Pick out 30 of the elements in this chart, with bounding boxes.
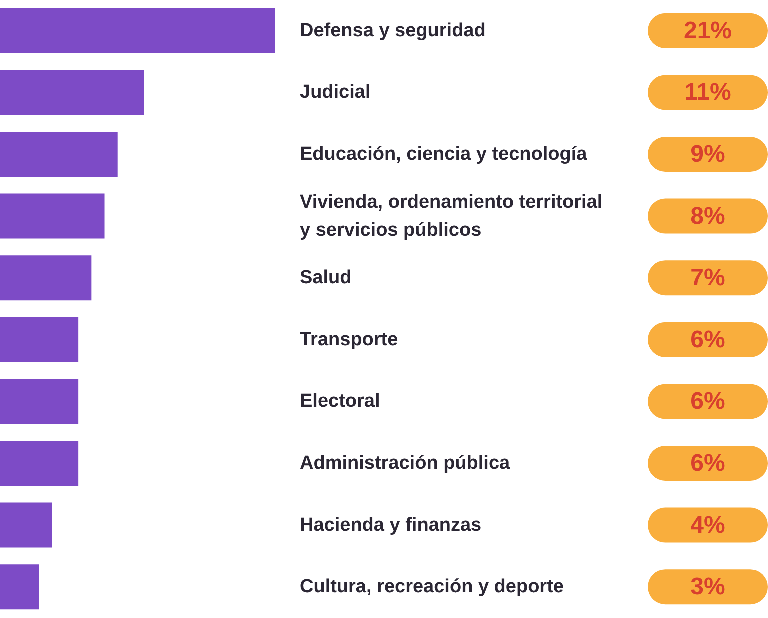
data-label: 9% xyxy=(690,141,726,168)
y-tick-label: Vivienda, ordenamiento territorial y servicios públicos xyxy=(300,192,603,241)
bar xyxy=(0,132,118,177)
data-label: 21% xyxy=(684,17,732,44)
data-label: 8% xyxy=(690,202,726,230)
data-label: 6% xyxy=(690,450,726,477)
y-tick-label: Judicial xyxy=(300,82,371,104)
y-tick-label: Salud xyxy=(300,268,352,289)
data-label: 11% xyxy=(684,79,732,106)
y-tick-label: Hacienda y finanzas xyxy=(300,514,482,536)
y-tick-label: Transporte xyxy=(300,329,398,350)
y-tick-label: Educación, ciencia y tecnología xyxy=(300,144,588,165)
data-label: 7% xyxy=(690,264,726,292)
data-label: 6% xyxy=(690,326,726,354)
y-tick-label: Electoral xyxy=(300,391,380,412)
y-tick-label: Administración pública xyxy=(300,453,511,474)
bar xyxy=(0,194,105,239)
bar xyxy=(0,379,79,424)
y-tick-label: Cultura, recreación y deporte xyxy=(300,576,564,598)
data-label: 6% xyxy=(690,388,726,416)
bar xyxy=(0,564,40,610)
bar xyxy=(0,8,275,54)
data-label: 4% xyxy=(690,512,726,539)
data-label: 3% xyxy=(690,574,726,601)
bar xyxy=(0,317,79,362)
bar xyxy=(0,70,144,116)
bar xyxy=(0,502,52,548)
bar xyxy=(0,441,79,486)
bar xyxy=(0,256,92,301)
y-tick-label: Defensa y seguridad xyxy=(300,20,486,42)
